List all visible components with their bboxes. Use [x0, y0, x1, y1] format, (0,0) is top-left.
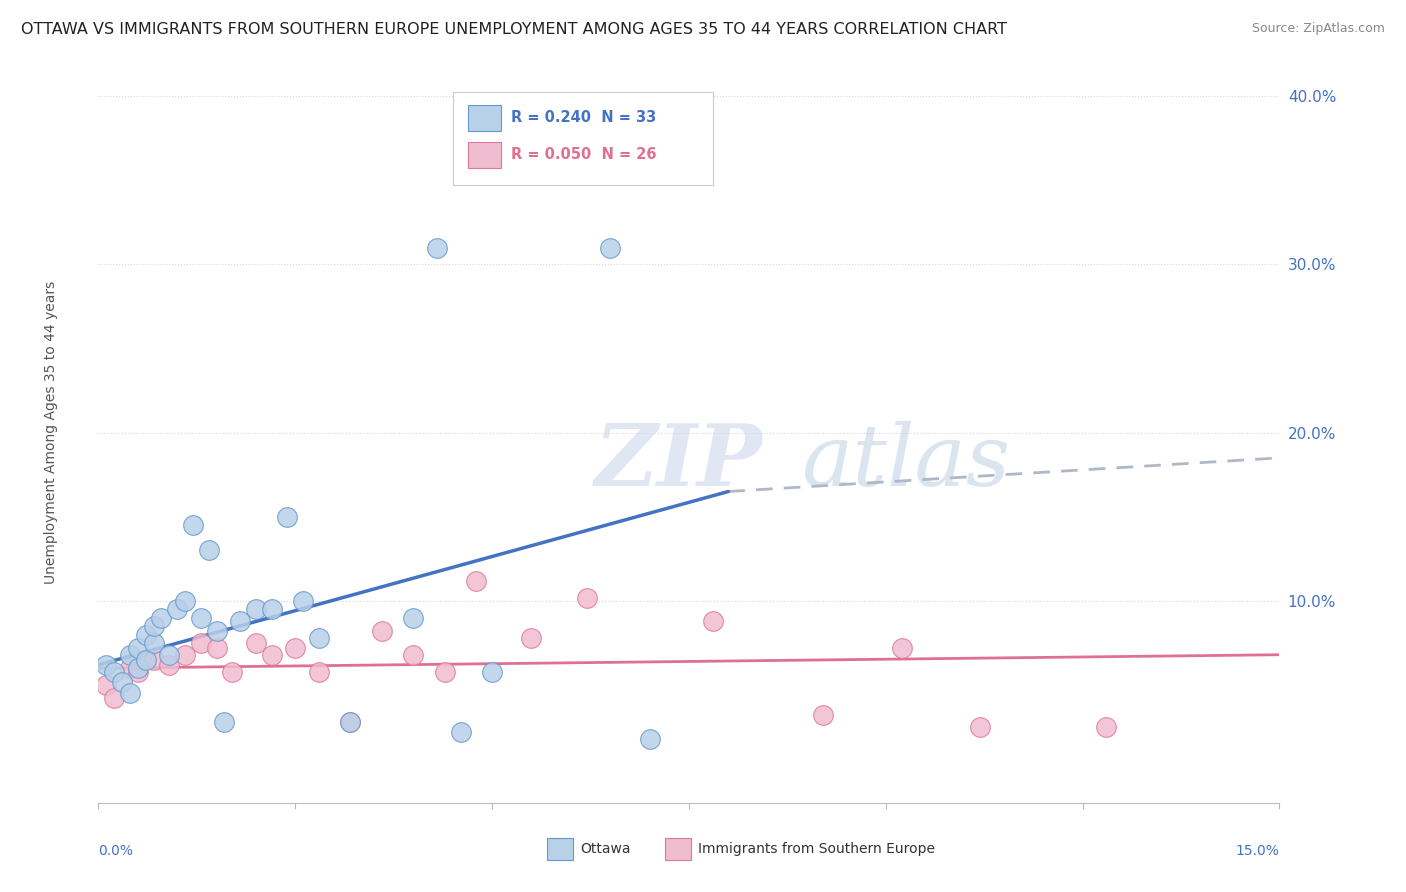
- Point: [450, 725, 472, 739]
- Text: ZIP: ZIP: [595, 420, 762, 504]
- FancyBboxPatch shape: [468, 142, 501, 169]
- Point: [276, 509, 298, 524]
- Point: [890, 640, 912, 655]
- Point: [371, 624, 394, 639]
- Text: 15.0%: 15.0%: [1236, 844, 1279, 857]
- Point: [142, 619, 165, 633]
- Point: [157, 648, 180, 662]
- Point: [284, 640, 307, 655]
- Point: [103, 665, 125, 679]
- Point: [118, 648, 141, 662]
- Point: [197, 543, 219, 558]
- Point: [575, 591, 598, 605]
- Point: [127, 640, 149, 655]
- Point: [214, 714, 236, 729]
- Point: [308, 631, 330, 645]
- Text: Source: ZipAtlas.com: Source: ZipAtlas.com: [1251, 22, 1385, 36]
- Point: [465, 574, 488, 588]
- Point: [118, 661, 141, 675]
- Point: [118, 686, 141, 700]
- Point: [103, 691, 125, 706]
- Point: [205, 624, 228, 639]
- FancyBboxPatch shape: [453, 92, 713, 185]
- Point: [245, 602, 267, 616]
- Point: [181, 518, 204, 533]
- Point: [339, 714, 361, 729]
- Point: [142, 653, 165, 667]
- Text: Unemployment Among Ages 35 to 44 years: Unemployment Among Ages 35 to 44 years: [44, 281, 58, 584]
- Point: [520, 631, 543, 645]
- Point: [96, 678, 118, 692]
- Point: [229, 614, 252, 628]
- Point: [127, 665, 149, 679]
- Point: [166, 602, 188, 616]
- Text: Ottawa: Ottawa: [581, 842, 631, 855]
- Point: [811, 708, 834, 723]
- Point: [339, 714, 361, 729]
- Point: [481, 665, 503, 679]
- Text: Immigrants from Southern Europe: Immigrants from Southern Europe: [699, 842, 935, 855]
- Point: [96, 657, 118, 672]
- Point: [142, 636, 165, 650]
- Point: [127, 661, 149, 675]
- Point: [174, 648, 197, 662]
- Point: [190, 636, 212, 650]
- Point: [111, 674, 134, 689]
- Point: [599, 240, 621, 254]
- Text: OTTAWA VS IMMIGRANTS FROM SOUTHERN EUROPE UNEMPLOYMENT AMONG AGES 35 TO 44 YEARS: OTTAWA VS IMMIGRANTS FROM SOUTHERN EUROP…: [21, 22, 1007, 37]
- Point: [135, 653, 157, 667]
- Point: [135, 627, 157, 641]
- Point: [433, 665, 456, 679]
- Point: [426, 240, 449, 254]
- FancyBboxPatch shape: [665, 838, 692, 860]
- Point: [260, 648, 283, 662]
- Point: [245, 636, 267, 650]
- Point: [260, 602, 283, 616]
- Point: [292, 594, 315, 608]
- Point: [402, 648, 425, 662]
- Point: [702, 614, 724, 628]
- Point: [221, 665, 243, 679]
- Point: [205, 640, 228, 655]
- Point: [969, 720, 991, 734]
- FancyBboxPatch shape: [547, 838, 574, 860]
- Point: [402, 610, 425, 624]
- Point: [150, 610, 173, 624]
- Point: [157, 657, 180, 672]
- Point: [1095, 720, 1118, 734]
- Text: R = 0.240  N = 33: R = 0.240 N = 33: [510, 111, 655, 126]
- FancyBboxPatch shape: [468, 104, 501, 131]
- Point: [638, 731, 661, 746]
- Text: atlas: atlas: [801, 421, 1011, 504]
- Point: [190, 610, 212, 624]
- Point: [308, 665, 330, 679]
- Point: [174, 594, 197, 608]
- Text: 0.0%: 0.0%: [98, 844, 134, 857]
- Text: R = 0.050  N = 26: R = 0.050 N = 26: [510, 147, 657, 162]
